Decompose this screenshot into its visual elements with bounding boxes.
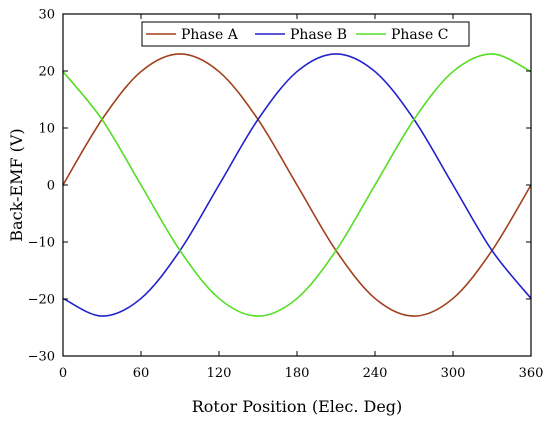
series-line-1: [62, 53, 532, 317]
plot-lines: [62, 53, 532, 317]
legend-label: Phase C: [391, 27, 448, 43]
axes: 0 60 120 180 240 300 360 −30 −20 −10 0 10 20 30: [28, 8, 544, 382]
x-tick-label: 60: [133, 366, 150, 381]
y-tick-label: 30: [38, 8, 55, 23]
y-tick-label: 20: [38, 65, 55, 80]
x-tick-label: 360: [519, 366, 544, 381]
x-tick-label: 180: [285, 366, 310, 381]
y-tick-label: −30: [28, 350, 55, 365]
legend: Phase A Phase B Phase C: [141, 21, 470, 47]
series-line-3: [62, 53, 532, 317]
x-tick-label: 0: [59, 366, 67, 381]
x-tick-label: 240: [363, 366, 388, 381]
legend-label: Phase A: [181, 27, 239, 43]
y-tick-label: 0: [47, 179, 55, 194]
legend-label: Phase B: [290, 27, 347, 43]
x-axis-title: Rotor Position (Elec. Deg): [192, 397, 403, 416]
series-line-2: [62, 53, 532, 317]
x-tick-label: 300: [441, 366, 466, 381]
y-tick-label: 10: [38, 122, 55, 137]
legend-box: [141, 21, 470, 47]
x-tick-label: 120: [207, 366, 232, 381]
y-tick-label: −20: [28, 293, 55, 308]
y-axis-title: Back-EMF (V): [7, 128, 26, 241]
y-tick-label: −10: [28, 236, 55, 251]
